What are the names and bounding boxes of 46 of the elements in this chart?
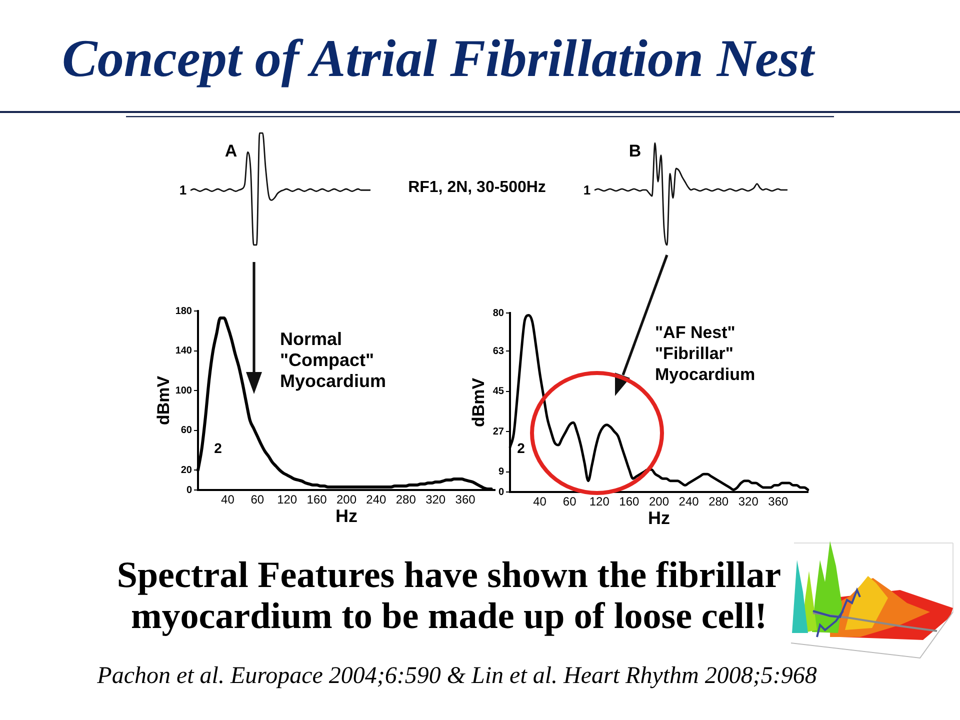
- y-tick-label: 0: [186, 484, 192, 496]
- x-tick-label: 40: [221, 492, 235, 507]
- y-tick-label: 45: [492, 386, 504, 398]
- x-tick-label: 360: [768, 494, 789, 509]
- y-tick-label: 9: [498, 466, 504, 478]
- y-tick-label: 140: [175, 346, 192, 357]
- x-tick-label: 280: [708, 494, 729, 509]
- annotation: A: [224, 142, 238, 160]
- annotation: Normal "Compact" Myocardium: [280, 329, 388, 392]
- y-tick-label: 0: [498, 486, 504, 498]
- y-tick-label: 180: [175, 306, 192, 317]
- x-tick-label: 320: [426, 492, 446, 507]
- x-tick-label: 160: [306, 492, 328, 507]
- x-tick-label: 120: [277, 492, 298, 507]
- y-tick-label: 20: [180, 464, 192, 476]
- y-tick-label: 80: [492, 308, 504, 319]
- annotation: 2: [214, 440, 222, 456]
- x-axis-title: Hz: [336, 506, 358, 526]
- x-tick-label: 200: [648, 494, 670, 509]
- annotation: "AF Nest" "Fibrillar" Myocardium: [655, 322, 756, 385]
- x-tick-label: 40: [533, 494, 547, 509]
- y-tick-label: 27: [492, 426, 504, 438]
- y-axis-title: dBmV: [468, 377, 488, 428]
- x-tick-label: 160: [619, 494, 640, 509]
- x-axis-title: Hz: [648, 508, 670, 528]
- x-tick-label: 280: [396, 492, 416, 507]
- x-tick-label: 360: [455, 492, 476, 507]
- text: 1: [583, 182, 591, 198]
- annotation: B: [628, 142, 642, 160]
- y-tick-label: 100: [175, 385, 192, 396]
- x-tick-label: 320: [738, 494, 759, 509]
- text: Spectral Features have shown the fibrillar myocardium to be made up of loose cell!: [116, 555, 782, 637]
- text: 1: [179, 182, 187, 198]
- x-tick-label: 200: [336, 492, 357, 507]
- x-tick-label: 120: [589, 494, 610, 509]
- annotation: 2: [517, 440, 525, 456]
- text: RF1, 2N, 30-500Hz: [408, 179, 546, 196]
- x-tick-label: 60: [562, 494, 577, 509]
- y-axis-title: dBmV: [154, 375, 173, 426]
- chart-title: Concept of Atrial Fibrillation Nest: [62, 30, 814, 88]
- x-tick-label: 240: [366, 492, 387, 507]
- x-tick-label: 60: [250, 492, 264, 507]
- x-tick-label: 240: [678, 494, 700, 509]
- text: Pachon et al. Europace 2004;6:590 & Lin et al. Heart Rhythm 2008;5:968: [97, 663, 817, 689]
- y-tick-label: 60: [180, 425, 192, 436]
- y-tick-label: 63: [492, 346, 504, 357]
